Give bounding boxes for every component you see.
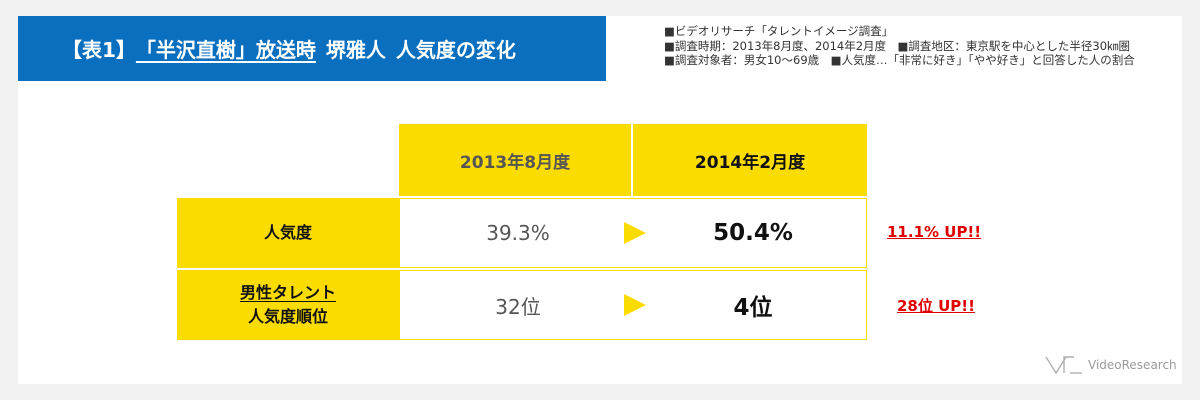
video-research-logo: VideoResearch: [1044, 352, 1177, 378]
row-header-popularity: 人気度: [177, 198, 399, 268]
change-ranking: 28位 UP!!: [897, 297, 975, 315]
survey-notes: ■ビデオリサーチ「タレントイメージ調査」 ■調査時期：2013年8月度、2014…: [664, 24, 1135, 68]
title-suffix: 人気度の変化: [395, 38, 516, 62]
arrow-right-icon: [624, 294, 646, 316]
chart-card: 【表1】 「半沢直樹」放送時 堺雅人 人気度の変化 ■ビデオリサーチ「タレントイ…: [18, 16, 1182, 384]
column-header-2013-08: 2013年8月度: [399, 124, 631, 196]
arrow-right-icon: [624, 222, 646, 244]
row-header-ranking-line-1: 男性タレント: [239, 283, 336, 302]
value-ranking-2014: 4位: [733, 295, 773, 321]
value-popularity-2014: 50.4%: [713, 220, 793, 246]
title-prefix: 【表1】: [62, 38, 136, 62]
row-header-popularity-line-1: 人気度: [263, 223, 312, 242]
logo-text: VideoResearch: [1088, 358, 1177, 372]
title-drama: 「半沢直樹」放送時: [135, 38, 316, 62]
row-header-ranking: 男性タレント 人気度順位: [177, 270, 399, 340]
title-person: 堺雅人: [325, 38, 386, 62]
column-header-2014-02: 2014年2月度: [633, 124, 867, 196]
value-popularity-2013: 39.3%: [486, 221, 550, 245]
title-bar: 【表1】 「半沢直樹」放送時 堺雅人 人気度の変化: [18, 16, 606, 81]
note-line-2: ■調査時期：2013年8月度、2014年2月度 ■調査地区：東京駅を中心とした半…: [664, 38, 1131, 53]
note-line-1: ■ビデオリサーチ「タレントイメージ調査」: [664, 24, 894, 38]
row-header-ranking-line-2: 人気度順位: [247, 307, 328, 326]
change-popularity: 11.1% UP!!: [887, 223, 982, 241]
video-research-mark-icon: [1045, 356, 1082, 375]
note-line-3: ■調査対象者：男女10〜69歳 ■人気度…「非常に好き」「やや好き」と回答した人…: [664, 53, 1135, 67]
value-ranking-2013: 32位: [495, 294, 541, 319]
